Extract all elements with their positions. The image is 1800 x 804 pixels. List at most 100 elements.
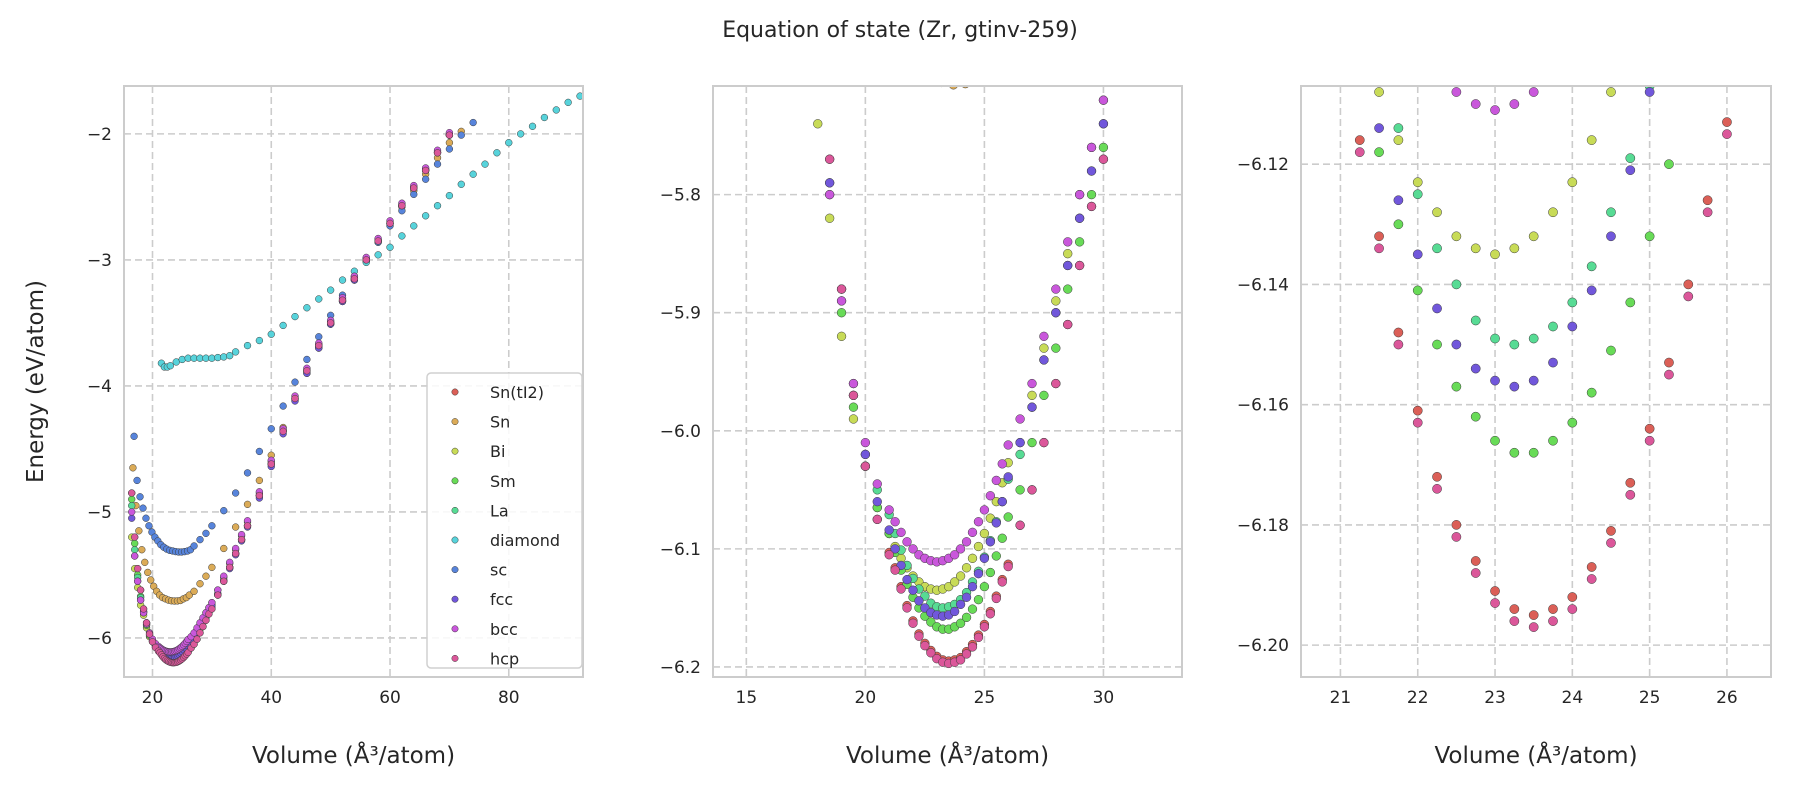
data-point-bcc (1039, 331, 1049, 341)
data-point-diamond (226, 352, 234, 360)
data-point-sc (139, 504, 147, 512)
data-point-hcp (243, 522, 252, 530)
data-point-hcp (255, 491, 264, 500)
data-point-Sn (208, 563, 216, 572)
data-point-Sm (128, 495, 136, 503)
data-point-hcp (902, 603, 912, 613)
data-point-hcp (967, 642, 978, 652)
data-point-Sm (1393, 219, 1404, 230)
data-point-Bi (1567, 177, 1578, 188)
data-point-La (1490, 333, 1500, 344)
legend-box (426, 372, 583, 669)
data-point-Bi (949, 577, 960, 587)
data-point-hcp (1528, 622, 1539, 632)
axes-frame (712, 85, 1183, 678)
data-point-sc (433, 160, 442, 168)
data-point-fcc (1098, 119, 1109, 129)
data-point-fcc (1490, 375, 1500, 386)
data-point-Sn(tI2) (1644, 423, 1655, 434)
data-point-diamond (517, 130, 525, 138)
data-point-hcp (145, 630, 154, 638)
x-tick-label: 25 (974, 688, 996, 708)
data-point-Sm (1074, 237, 1085, 247)
data-point-hcp (1490, 598, 1500, 608)
data-point-Sn(tI2) (1451, 520, 1462, 530)
data-point-hcp (1567, 604, 1578, 614)
data-point-hcp (1374, 243, 1384, 254)
data-point-hcp (445, 131, 454, 139)
data-point-hcp (214, 591, 222, 599)
data-point-fcc (902, 574, 912, 585)
data-point-hcp (326, 319, 335, 327)
data-point-bcc (997, 459, 1007, 469)
data-point-hcp (926, 648, 936, 658)
data-point-Bi (825, 213, 835, 223)
data-point-Sn (202, 572, 210, 580)
legend-label-Sm: Sm (490, 472, 516, 491)
legend-marker-Sn(tI2) (451, 388, 459, 396)
data-point-fcc (860, 449, 871, 460)
data-point-Sm (955, 618, 966, 628)
data-point-Sn (220, 544, 228, 553)
data-point-Bi (961, 563, 972, 573)
data-point-hcp (1722, 129, 1732, 139)
data-point-Sm (1470, 411, 1481, 422)
data-point-Sm (1684, 75, 1693, 84)
data-point-Sm (1039, 390, 1049, 401)
data-point-fcc (1063, 260, 1073, 271)
data-point-fcc (1027, 402, 1037, 412)
data-point-fcc (1355, 39, 1364, 48)
data-point-bcc (813, 72, 822, 81)
data-point-sc (208, 522, 216, 530)
data-point-Sn(tI2) (1664, 357, 1674, 368)
data-point-bcc (1528, 87, 1539, 97)
data-point-Sn(tI2) (1412, 405, 1423, 416)
data-point-sc (145, 522, 153, 530)
data-point-Sn(tI2) (1393, 327, 1404, 338)
series-hcp (1354, 129, 1732, 632)
data-point-bcc (890, 517, 900, 527)
data-point-sc (190, 542, 198, 550)
legend-marker-bcc (451, 625, 459, 633)
data-point-Bi (1528, 231, 1539, 242)
data-point-Bi (955, 571, 966, 581)
data-point-Sn (973, 76, 982, 85)
data-point-fcc (128, 514, 136, 522)
data-points (128, 92, 583, 667)
data-point-fcc (949, 606, 960, 617)
data-point-bcc (1548, 69, 1557, 78)
data-point-Bi (1586, 135, 1597, 145)
y-tick-label: −2 (87, 125, 112, 145)
data-point-fcc (1644, 87, 1655, 97)
data-point-fcc (813, 72, 822, 81)
data-point-hcp (914, 631, 924, 641)
data-point-hcp (836, 284, 847, 294)
data-point-hcp (291, 394, 299, 403)
data-point-hcp (884, 550, 894, 560)
x-tick-label: 20 (855, 688, 877, 708)
data-point-hcp (890, 565, 900, 575)
data-point-Sn(tI2) (1354, 135, 1365, 145)
legend-label-sc: sc (490, 561, 507, 580)
data-point-hcp (1509, 616, 1520, 626)
data-point-Sm (848, 402, 859, 412)
data-point-bcc (1587, 3, 1596, 12)
data-point-bcc (848, 378, 859, 389)
data-point-Sm (1451, 381, 1462, 392)
data-point-Sm (131, 539, 139, 548)
series-Bi (1374, 27, 1635, 260)
x-axis-label: Volume (Å³/atom) (1434, 741, 1637, 769)
data-point-Bi (967, 553, 978, 563)
legend-label-fcc: fcc (490, 590, 513, 609)
data-point-hcp (1039, 437, 1049, 448)
data-point-fcc (825, 178, 835, 188)
data-point-diamond (338, 276, 347, 284)
axes-frame (1300, 85, 1772, 678)
data-point-fcc (1509, 381, 1520, 392)
data-point-bcc (896, 527, 906, 537)
data-point-Bi (1626, 27, 1635, 36)
data-point-bcc (1413, 39, 1422, 48)
data-point-fcc (1074, 213, 1085, 223)
y-tick-label: −6.20 (1237, 636, 1289, 656)
data-point-Bi (848, 414, 859, 424)
